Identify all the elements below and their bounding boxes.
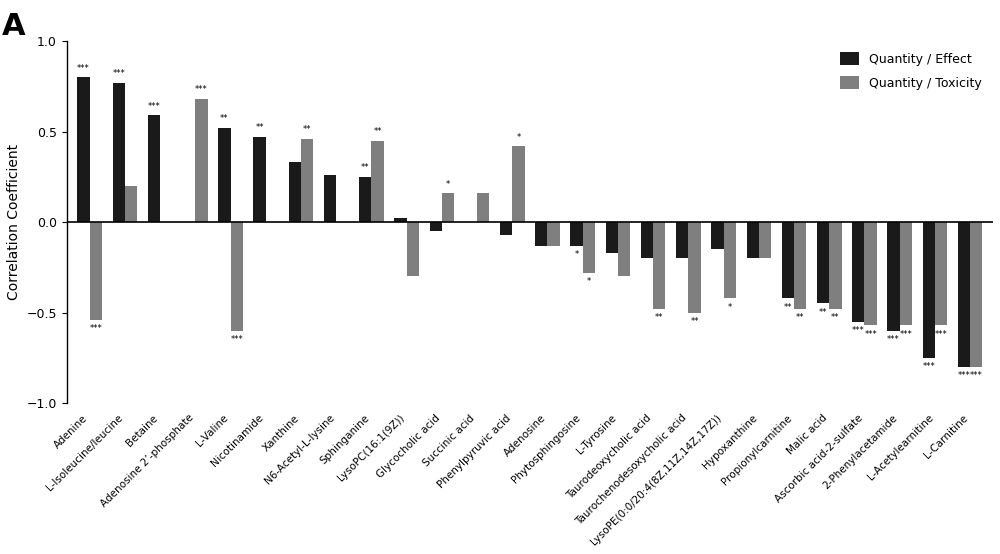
Bar xyxy=(759,222,771,258)
Text: **: ** xyxy=(819,308,827,317)
Text: **: ** xyxy=(373,127,382,136)
Text: ***: *** xyxy=(970,371,983,380)
Bar xyxy=(125,186,137,222)
Bar xyxy=(958,222,970,367)
Bar xyxy=(923,222,935,358)
Text: ***: *** xyxy=(887,335,900,344)
Text: *: * xyxy=(587,277,591,286)
Bar xyxy=(477,193,489,222)
Text: ***: *** xyxy=(89,324,102,334)
Text: ***: *** xyxy=(77,64,90,73)
Bar xyxy=(829,222,842,309)
Text: ***: *** xyxy=(195,85,208,94)
Bar xyxy=(289,162,301,222)
Bar xyxy=(653,222,665,309)
Bar xyxy=(852,222,864,321)
Bar xyxy=(794,222,806,309)
Text: **: ** xyxy=(690,317,699,326)
Bar xyxy=(442,193,454,222)
Bar xyxy=(970,222,982,367)
Bar xyxy=(711,222,724,249)
Bar xyxy=(570,222,583,245)
Text: ***: *** xyxy=(935,330,947,338)
Bar xyxy=(77,77,90,222)
Bar xyxy=(148,115,160,222)
Text: ***: *** xyxy=(148,102,160,111)
Bar xyxy=(394,218,407,222)
Bar xyxy=(887,222,900,331)
Bar xyxy=(324,175,336,222)
Bar xyxy=(676,222,688,258)
Bar xyxy=(113,83,125,222)
Bar xyxy=(747,222,759,258)
Bar xyxy=(430,222,442,231)
Text: *: * xyxy=(574,250,579,259)
Text: ***: *** xyxy=(852,326,865,335)
Bar xyxy=(301,139,313,222)
Text: *: * xyxy=(516,132,521,141)
Bar xyxy=(231,222,243,331)
Bar xyxy=(359,177,371,222)
Bar xyxy=(407,222,419,276)
Bar xyxy=(218,128,231,222)
Bar xyxy=(90,222,102,320)
Bar xyxy=(583,222,595,273)
Bar xyxy=(935,222,947,325)
Bar xyxy=(688,222,701,312)
Bar xyxy=(535,222,547,245)
Bar xyxy=(864,222,877,325)
Text: ***: *** xyxy=(864,330,877,338)
Bar xyxy=(547,222,560,245)
Bar xyxy=(500,222,512,235)
Text: ***: *** xyxy=(230,335,243,344)
Text: **: ** xyxy=(796,314,804,322)
Bar xyxy=(606,222,618,253)
Text: **: ** xyxy=(361,163,369,172)
Text: *: * xyxy=(446,179,450,188)
Text: ***: *** xyxy=(900,330,912,338)
Bar xyxy=(512,146,525,222)
Text: **: ** xyxy=(220,115,229,124)
Bar xyxy=(195,99,208,222)
Bar xyxy=(817,222,829,304)
Bar xyxy=(782,222,794,298)
Text: **: ** xyxy=(784,302,792,311)
Text: ***: *** xyxy=(112,69,125,78)
Text: **: ** xyxy=(831,314,840,322)
Bar xyxy=(371,141,384,222)
Text: **: ** xyxy=(255,124,264,132)
Text: ***: *** xyxy=(958,371,970,380)
Y-axis label: Correlation Coefficient: Correlation Coefficient xyxy=(7,144,21,300)
Text: A: A xyxy=(2,12,26,41)
Bar xyxy=(900,222,912,325)
Bar xyxy=(618,222,630,276)
Text: ***: *** xyxy=(922,362,935,371)
Legend: Quantity / Effect, Quantity / Toxicity: Quantity / Effect, Quantity / Toxicity xyxy=(835,47,987,95)
Bar xyxy=(724,222,736,298)
Bar xyxy=(253,137,266,222)
Bar xyxy=(641,222,653,258)
Text: **: ** xyxy=(303,125,311,134)
Text: *: * xyxy=(728,302,732,311)
Text: **: ** xyxy=(655,314,664,322)
